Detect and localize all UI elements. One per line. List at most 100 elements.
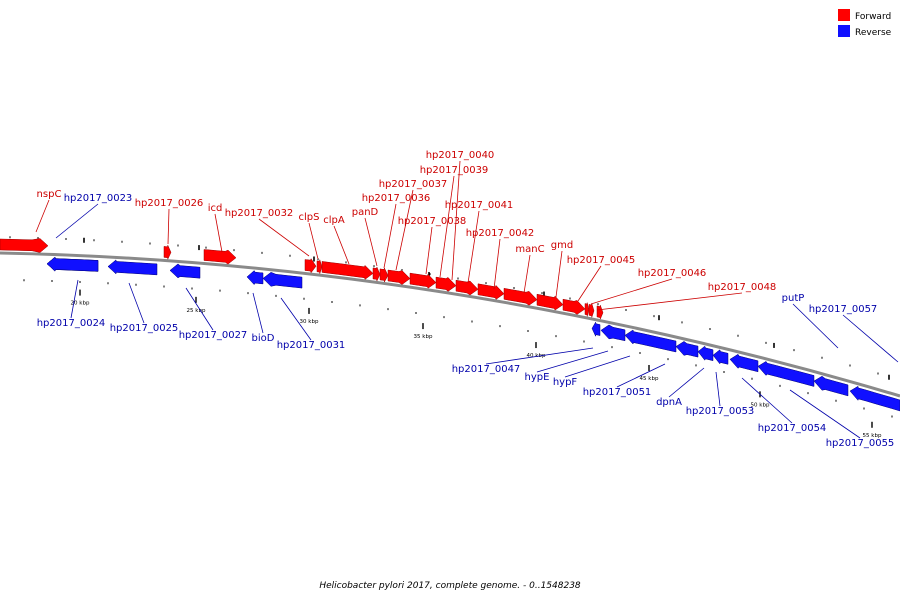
reverse-gene-hp2017_0051: [675, 341, 699, 358]
reverse-gene-label: hypE: [525, 372, 550, 383]
forward-gene-hp2017_0045: [584, 302, 590, 317]
forward-legend-swatch: [838, 9, 850, 21]
reverse-gene-leader: [616, 363, 666, 388]
forward-gene-label: hp2017_0032: [225, 208, 294, 219]
forward-gene-hp2017_0048: [596, 304, 604, 320]
reverse-gene-label: dpnA: [656, 397, 682, 408]
reverse-gene-leader: [564, 355, 631, 378]
forward-gene-clpS: [316, 258, 323, 274]
forward-gene-clpA: [321, 261, 374, 280]
forward-gene-hp2017_0036: [379, 267, 389, 283]
forward-gene-label: hp2017_0045: [567, 255, 636, 266]
reverse-gene-hp2017_0053: [712, 349, 729, 365]
forward-gene-hp2017_0039: [435, 276, 457, 292]
forward-gene-leader: [451, 160, 461, 281]
forward-gene-leader: [577, 265, 602, 302]
forward-gene-label: hp2017_0037: [379, 179, 448, 190]
forward-gene-leader: [439, 175, 455, 278]
forward-gene-hp2017_0046: [588, 303, 595, 319]
reverse-gene-hp2017_0047: [591, 321, 601, 337]
scale-tick-label: 20 kbp: [71, 301, 90, 307]
gene-labels: nspC hp2017_0026 icd hp2017_0032 clpS clpA pan…: [35, 150, 899, 449]
forward-gene-label: manC: [515, 244, 544, 255]
reverse-gene-hp2017_0024: [46, 256, 99, 272]
forward-gene-label: hp2017_0038: [398, 216, 467, 227]
reverse-gene-leader: [741, 377, 793, 424]
reverse-legend-label: Reverse: [855, 28, 892, 38]
reverse-gene-label: hp2017_0024: [37, 318, 106, 329]
gene-features: [0, 238, 900, 412]
forward-gene-label: clpS: [299, 212, 320, 223]
reverse-gene-label: hp2017_0031: [277, 340, 346, 351]
forward-gene-label: hp2017_0046: [638, 268, 707, 279]
reverse-gene-hypE: [600, 324, 626, 342]
genome-backbone: [0, 251, 900, 398]
forward-gene-label: hp2017_0042: [466, 228, 535, 239]
forward-gene-icd: [203, 249, 237, 265]
reverse-gene-leader: [128, 282, 145, 324]
forward-gene-leader: [467, 210, 480, 284]
forward-gene-hp2017_0040: [455, 279, 479, 296]
forward-gene-nspC: [0, 238, 49, 253]
forward-gene-label: hp2017_0048: [708, 282, 777, 293]
reverse-gene-leader: [252, 292, 264, 334]
forward-gene-leader: [425, 226, 433, 275]
reverse-gene-leader: [485, 347, 594, 365]
forward-gene-leader: [258, 218, 310, 257]
reverse-gene-label: hp2017_0027: [179, 330, 248, 341]
reverse-gene-label: hp2017_0023: [64, 193, 133, 204]
forward-gene-label: hp2017_0026: [135, 198, 204, 209]
scale-tick-label: 50 kbp: [751, 402, 770, 408]
legend: Forward Reverse: [838, 9, 892, 38]
reverse-gene-leader: [55, 203, 99, 239]
forward-gene-leader: [333, 225, 350, 265]
forward-gene-hp2017_0037: [387, 269, 411, 285]
forward-gene-leader: [493, 238, 501, 290]
forward-gene-label: icd: [208, 203, 223, 214]
forward-gene-hp2017_0041: [477, 283, 505, 300]
forward-gene-leader: [590, 278, 673, 305]
forward-gene-label: panD: [352, 207, 379, 218]
forward-gene-label: hp2017_0041: [445, 200, 514, 211]
forward-gene-leader: [383, 203, 397, 269]
forward-gene-label: hp2017_0039: [420, 165, 489, 176]
forward-gene-label: hp2017_0036: [362, 193, 431, 204]
forward-gene-leader: [167, 208, 170, 245]
forward-gene-hp2017_0032: [304, 258, 317, 274]
reverse-gene-leader: [185, 287, 214, 331]
forward-gene-manC: [536, 293, 564, 311]
reverse-gene-label: hp2017_0054: [758, 423, 827, 434]
reverse-gene-putP: [813, 375, 849, 397]
forward-gene-label: nspC: [37, 189, 62, 200]
reverse-gene-leader: [715, 371, 721, 407]
reverse-gene-label: hypF: [553, 377, 578, 388]
reverse-gene-leader: [536, 350, 609, 373]
reverse-gene-label: putP: [782, 293, 805, 304]
reverse-gene-leader: [280, 297, 312, 341]
forward-gene-leader: [364, 217, 378, 267]
reverse-gene-leader: [792, 303, 839, 349]
reverse-gene-hp2017_0027: [169, 263, 201, 279]
reverse-gene-leader: [70, 279, 79, 319]
scale-tick-label: 30 kbp: [300, 319, 319, 325]
reverse-gene-leader: [789, 389, 861, 439]
forward-gene-leader: [35, 199, 50, 233]
scale-tick-label: 40 kbp: [527, 353, 546, 359]
reverse-gene-label: hp2017_0057: [809, 304, 878, 315]
forward-gene-leader: [308, 222, 319, 260]
scale-ticks: 20 kbp 25 kbp 30 kbp 35 kbp 40 kbp 45 kbp 50 k…: [9, 236, 893, 439]
reverse-gene-dpnA: [697, 345, 714, 362]
reverse-gene-label: hp2017_0047: [452, 364, 521, 375]
forward-legend-label: Forward: [855, 12, 891, 22]
reverse-gene-label: hp2017_0025: [110, 323, 179, 334]
scale-tick-label: 25 kbp: [187, 308, 206, 314]
reverse-gene-label: hp2017_0053: [686, 406, 755, 417]
reverse-gene-label: bioD: [252, 333, 275, 344]
forward-gene-leader: [555, 250, 563, 298]
reverse-gene-label: hp2017_0055: [826, 438, 895, 449]
reverse-gene-label: hp2017_0051: [583, 387, 652, 398]
reverse-gene-hp2017_0025: [107, 259, 158, 276]
forward-gene-leader: [523, 254, 531, 294]
forward-gene-hp2017_0042: [503, 288, 538, 306]
forward-gene-hp2017_0038: [409, 272, 437, 289]
